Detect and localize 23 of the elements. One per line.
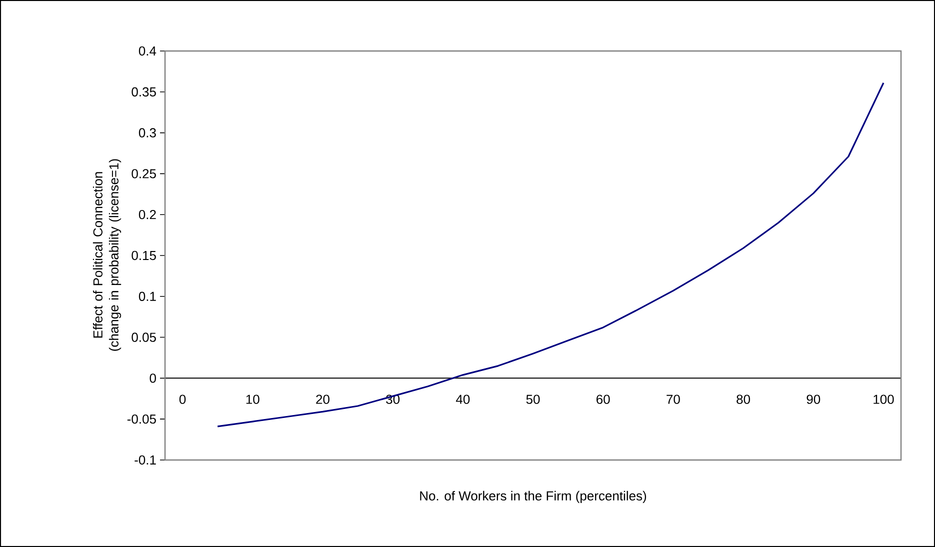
x-tick-label: 20: [316, 394, 330, 404]
x-tick-label: 100: [874, 394, 894, 404]
y-tick-label: -0.05: [127, 414, 156, 424]
y-tick-label: 0.35: [132, 87, 156, 96]
y-tick-label: -0.1: [134, 455, 156, 465]
y-tick-label: 0.4: [138, 46, 156, 56]
y-tick-label: 0.25: [132, 169, 156, 178]
x-tick-label: 0: [179, 394, 186, 404]
x-tick-label: 60: [596, 394, 610, 404]
y-tick-label: 0.1: [138, 292, 156, 301]
y-tick-label: 0: [150, 374, 156, 383]
x-tick-label: 10: [246, 394, 260, 404]
y-tick-label: 0.3: [138, 128, 156, 138]
y-tick-label: 0.05: [132, 332, 156, 342]
y-axis-title: Effect of Political Connection (change in probability (license=1): [92, 159, 122, 351]
y-tick-label: 0.15: [132, 250, 156, 260]
y-tick-label: 0.2: [138, 210, 156, 220]
x-tick-label: 50: [526, 394, 540, 404]
x-tick-label: 90: [806, 394, 820, 404]
x-tick-label: 40: [456, 394, 470, 404]
x-axis-title: No. of Workers in the Firm (percentiles): [420, 490, 646, 504]
x-tick-label: 80: [736, 394, 750, 404]
x-tick-label: 70: [666, 394, 680, 404]
